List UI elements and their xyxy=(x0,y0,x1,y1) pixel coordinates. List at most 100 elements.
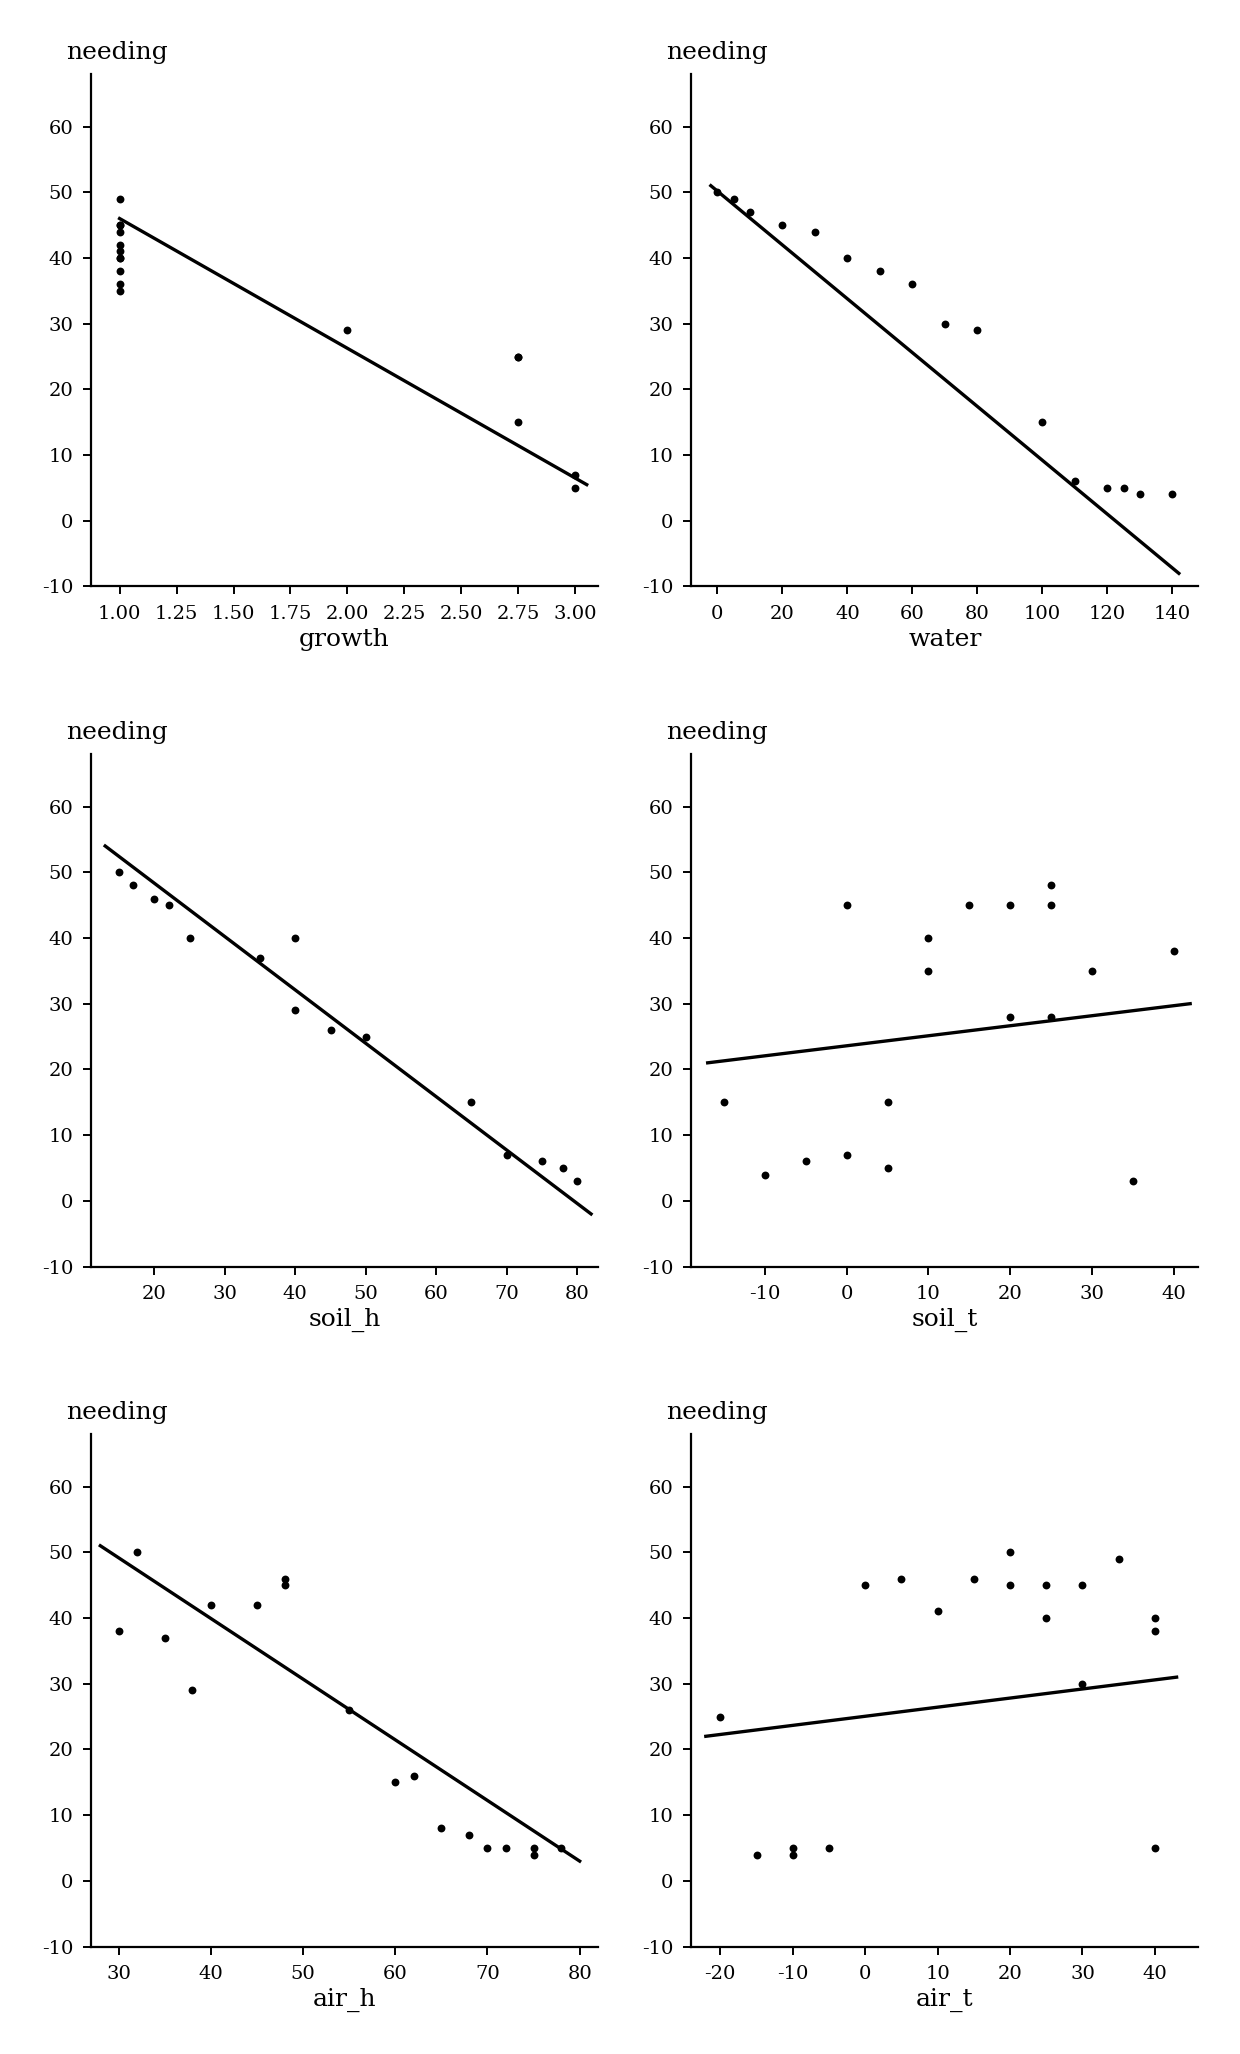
Point xyxy=(856,1569,875,1602)
Text: needing: needing xyxy=(66,41,167,64)
Point xyxy=(508,407,528,440)
Point xyxy=(1033,407,1053,440)
Point xyxy=(714,1087,734,1119)
Point xyxy=(1145,1602,1164,1635)
Point xyxy=(1073,1668,1092,1701)
Point xyxy=(109,183,129,216)
Point xyxy=(928,1596,947,1629)
Point xyxy=(285,994,305,1027)
Point xyxy=(109,210,129,242)
Point xyxy=(878,1152,898,1185)
Point xyxy=(837,889,857,922)
Point xyxy=(782,1832,802,1865)
Point xyxy=(919,922,939,955)
X-axis label: soil_h: soil_h xyxy=(309,1308,381,1333)
Point xyxy=(321,1013,341,1045)
Point xyxy=(1001,1569,1021,1602)
Point xyxy=(340,1695,360,1727)
Point xyxy=(960,889,980,922)
Point xyxy=(837,242,857,275)
Point xyxy=(461,1087,481,1119)
Point xyxy=(128,1536,148,1569)
Point xyxy=(532,1144,552,1177)
Point xyxy=(1130,479,1149,511)
Point xyxy=(285,922,305,955)
Point xyxy=(1073,1569,1092,1602)
Point xyxy=(404,1760,424,1793)
Point xyxy=(496,1832,516,1865)
Point xyxy=(711,1701,730,1734)
Point xyxy=(201,1588,221,1621)
Point xyxy=(109,216,129,249)
Point xyxy=(1145,1832,1164,1865)
Point xyxy=(1164,935,1184,967)
Point xyxy=(337,314,357,347)
Point xyxy=(1037,1569,1056,1602)
Point xyxy=(870,255,890,288)
Point xyxy=(386,1766,405,1799)
Point xyxy=(109,210,129,242)
Point xyxy=(155,1621,175,1653)
Point xyxy=(963,1563,983,1596)
Point xyxy=(432,1812,451,1844)
Point xyxy=(837,1138,857,1171)
Text: needing: needing xyxy=(666,41,768,64)
Point xyxy=(159,889,179,922)
Point xyxy=(1065,464,1085,497)
Point xyxy=(109,1614,129,1647)
Point xyxy=(109,242,129,275)
Point xyxy=(109,228,129,261)
Point xyxy=(796,1144,816,1177)
Point xyxy=(919,955,939,988)
Point xyxy=(565,472,585,505)
Point xyxy=(1083,955,1102,988)
Point xyxy=(755,1158,775,1191)
X-axis label: water: water xyxy=(908,629,982,651)
Text: needing: needing xyxy=(666,1401,768,1423)
Point xyxy=(180,922,200,955)
Point xyxy=(567,1165,587,1197)
Point xyxy=(1109,1543,1128,1575)
Point xyxy=(1145,1614,1164,1647)
Point xyxy=(782,1838,802,1871)
Point xyxy=(275,1563,295,1596)
Point xyxy=(903,267,923,300)
Point xyxy=(805,216,825,249)
Point xyxy=(552,1832,572,1865)
Point xyxy=(109,267,129,300)
Point xyxy=(1042,869,1061,902)
Point xyxy=(553,1152,573,1185)
Point xyxy=(878,1087,898,1119)
Point xyxy=(508,341,528,374)
Point xyxy=(109,234,129,267)
Point xyxy=(459,1818,479,1851)
Point xyxy=(773,210,792,242)
Point xyxy=(497,1138,517,1171)
Point xyxy=(1097,472,1117,505)
Point xyxy=(250,941,270,974)
X-axis label: air_h: air_h xyxy=(312,1988,377,2013)
Point xyxy=(1001,1000,1021,1033)
Point xyxy=(1114,472,1133,505)
Point xyxy=(182,1674,202,1707)
Point xyxy=(818,1832,838,1865)
Point xyxy=(1037,1602,1056,1635)
Point xyxy=(477,1832,497,1865)
Text: needing: needing xyxy=(666,721,768,744)
Point xyxy=(109,857,129,889)
Point xyxy=(935,308,955,341)
Point xyxy=(746,1838,766,1871)
Point xyxy=(109,275,129,308)
Point xyxy=(1162,479,1182,511)
Text: needing: needing xyxy=(66,721,167,744)
Point xyxy=(523,1838,543,1871)
Point xyxy=(565,458,585,491)
Point xyxy=(1001,889,1021,922)
Point xyxy=(707,177,727,210)
Point xyxy=(124,869,144,902)
X-axis label: growth: growth xyxy=(299,629,389,651)
Point xyxy=(109,242,129,275)
Point xyxy=(247,1588,267,1621)
Point xyxy=(145,881,165,914)
Point xyxy=(724,183,744,216)
